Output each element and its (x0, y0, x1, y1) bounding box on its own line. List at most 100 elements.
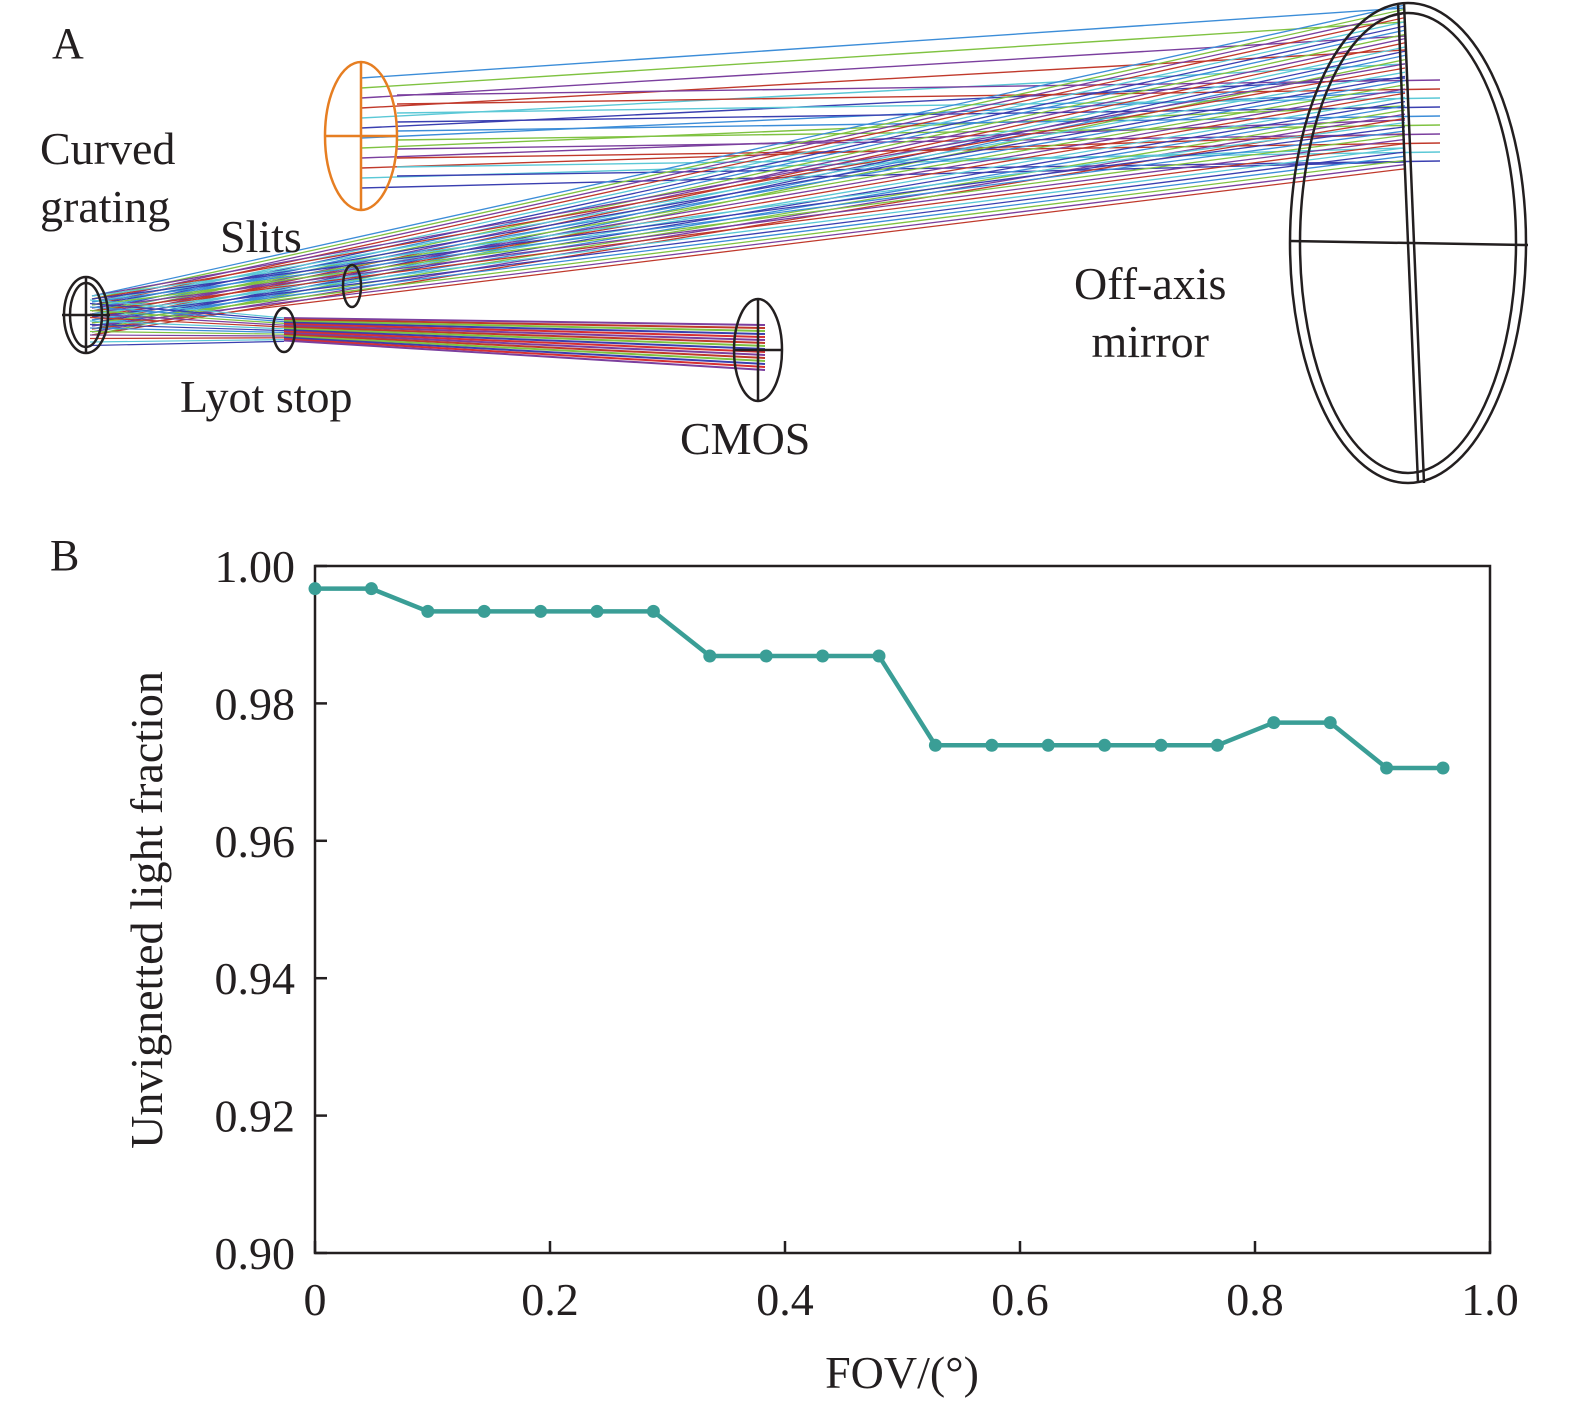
dispersed-ray (89, 302, 285, 321)
detector-ray (283, 330, 766, 353)
collimated-ray (360, 7, 1406, 79)
collimated-ray (396, 133, 1441, 150)
slit (341, 263, 363, 309)
data-point (703, 649, 717, 663)
collimated-ray (360, 105, 1406, 149)
dispersed-ray (89, 320, 285, 330)
reflected-ray (91, 130, 1406, 303)
x-tick-label: 0.4 (756, 1274, 814, 1325)
reflected-ray (91, 142, 1406, 312)
collimated-ray (360, 35, 1406, 99)
data-point (421, 604, 435, 618)
y-tick-label: 0.90 (215, 1228, 296, 1279)
dispersed-ray (89, 334, 285, 337)
reflected-ray (91, 71, 1406, 303)
curved-grating (62, 275, 110, 355)
detector-ray (283, 326, 766, 344)
detector-ray (283, 323, 766, 338)
y-tick-label: 0.96 (215, 816, 296, 867)
data-point (364, 582, 378, 596)
collimated-ray (396, 151, 1441, 168)
data-point (534, 604, 548, 618)
data-point (308, 582, 322, 596)
y-axis: 0.90 0.92 0.94 0.96 0.98 1.00 (215, 541, 327, 1279)
reflected-ray (91, 159, 1406, 324)
reflected-ray (91, 63, 1406, 297)
y-tick-label: 0.94 (215, 953, 296, 1004)
data-point (759, 649, 773, 663)
data-point (1154, 738, 1168, 752)
detector-ray (283, 332, 766, 356)
dispersed-ray (89, 309, 285, 324)
dispersed-ray (89, 316, 285, 328)
detector-ray (283, 335, 766, 362)
off-axis-mirror (1288, 1, 1529, 485)
reflected-ray (91, 134, 1406, 306)
reflected-ray (91, 4, 1406, 297)
reflected-ray (91, 163, 1406, 327)
data-point (1436, 761, 1450, 775)
dispersed-ray (89, 339, 285, 343)
x-tick-label: 1.0 (1461, 1274, 1519, 1325)
reflected-ray (91, 12, 1406, 303)
dispersed-ray (89, 327, 285, 333)
detector-ray (283, 321, 766, 335)
optical-layout-diagram (62, 1, 1529, 485)
x-tick-label: 0.2 (521, 1274, 579, 1325)
data-point (1323, 716, 1337, 730)
reflected-ray (91, 8, 1406, 300)
detector-ray (283, 320, 766, 332)
reflected-ray (91, 138, 1406, 309)
detector-ray (283, 338, 766, 368)
reflected-ray (91, 168, 1406, 330)
data-point (590, 604, 604, 618)
data-point (816, 649, 830, 663)
collimated-ray (396, 88, 1441, 105)
cmos-label: CMOS (680, 413, 811, 464)
detector-ray (283, 336, 766, 365)
reflected-ray (91, 121, 1406, 297)
data-point (1098, 738, 1112, 752)
reflected-ray (91, 151, 1406, 318)
plot-frame (313, 564, 1492, 1255)
y-tick-label: 1.00 (215, 541, 296, 592)
collimated-ray (396, 124, 1441, 141)
y-tick-label: 0.92 (215, 1091, 296, 1142)
series-layer (308, 582, 1450, 775)
data-point (872, 649, 886, 663)
detector-ray (283, 329, 766, 350)
series-line (315, 586, 1443, 771)
data-point (477, 604, 491, 618)
data-point (985, 738, 999, 752)
x-axis-title: FOV/(°) (825, 1347, 979, 1398)
collimated-ray (360, 21, 1406, 89)
dispersed-ray (89, 340, 285, 347)
dispersed-ray (89, 299, 285, 319)
data-point (646, 604, 660, 618)
detector-ray (283, 317, 766, 326)
detector-ray (283, 318, 766, 329)
y-axis-title: Unvignetted light fraction (121, 671, 172, 1149)
data-point (1380, 761, 1394, 775)
lyot-stop (271, 306, 297, 354)
detector-ray (283, 333, 766, 359)
reflected-ray (91, 155, 1406, 321)
data-point (928, 738, 942, 752)
collimated-ray (396, 79, 1441, 96)
panel-a-label: A (52, 19, 84, 68)
lyot-stop-label: Lyot stop (180, 371, 353, 422)
panel-b-label: B (50, 531, 80, 580)
off-axis-mirror-label: Off-axis mirror (1074, 258, 1227, 367)
dispersed-ray (89, 330, 285, 335)
dispersed-ray (89, 306, 285, 323)
dispersed-ray (89, 337, 285, 340)
curved-grating-label: Curved grating (40, 123, 176, 232)
collimated-ray (396, 106, 1441, 123)
data-point (1041, 738, 1055, 752)
reflected-ray (91, 147, 1406, 315)
data-point (1267, 716, 1281, 730)
slits-label: Slits (220, 211, 302, 262)
x-tick-label: 0.6 (991, 1274, 1049, 1325)
collimator-lens (323, 60, 399, 212)
detector-ray (283, 327, 766, 347)
